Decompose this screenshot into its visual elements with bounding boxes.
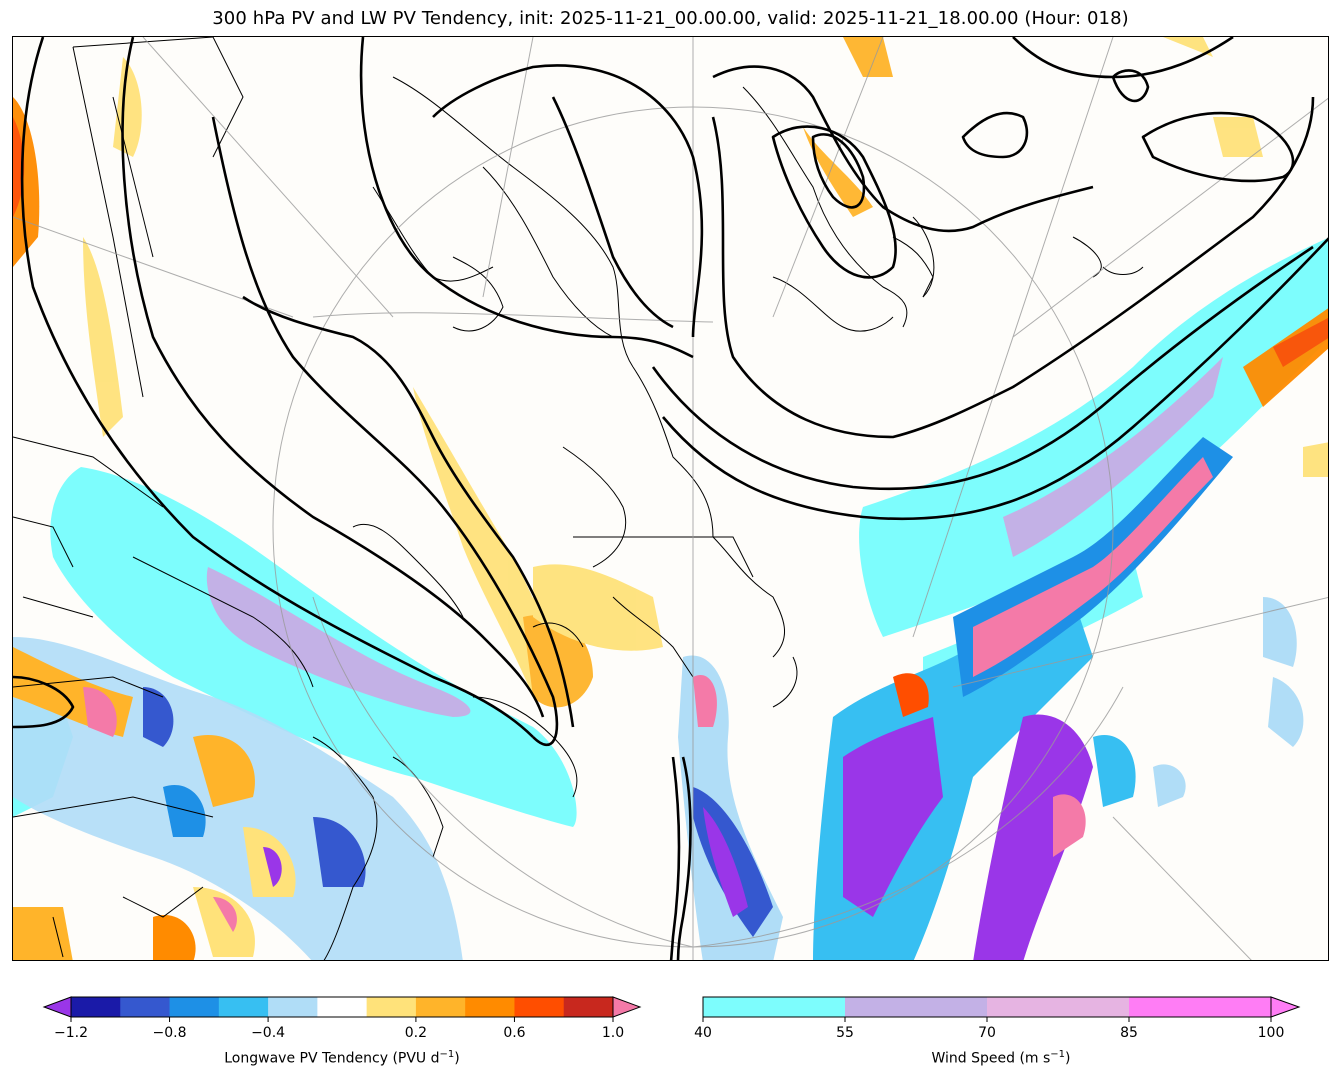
pv-tendency-color-bin: [563, 997, 614, 1017]
pv-tendency-color-bin: [465, 997, 515, 1017]
wind-speed-color-bin: [845, 997, 988, 1017]
wind-speed-color-bin: [1129, 997, 1272, 1017]
pv-tendency-extend-high: [612, 996, 642, 1018]
wind-speed-colorbar-svg: 40 55 70 85 100: [694, 996, 1301, 1041]
pv-tendency-tick-label: 1.0: [602, 1025, 624, 1041]
map-canvas: [13, 37, 1328, 960]
wind-speed-tick-label: 55: [836, 1025, 854, 1041]
pv-tendency-color-bin: [514, 997, 565, 1017]
wind-speed-tick-label: 100: [1258, 1025, 1285, 1041]
pv-tendency-label-close: ): [454, 1050, 460, 1067]
pv-tendency-label-exponent: −1: [439, 1049, 455, 1060]
wind-speed-extend-high: [1270, 996, 1301, 1018]
pv-tendency-colorbar-label: Longwave PV Tendency (PVU d−1): [44, 1049, 640, 1067]
pv-tendency-tick-label: −1.2: [54, 1025, 88, 1041]
wind-speed-colorbar: 40 55 70 85 100: [694, 995, 1301, 1045]
pv-tendency-colorbar: −1.2 −0.8 −0.4 0.2 0.6 1.0: [42, 995, 642, 1045]
wind-speed-color-bin: [703, 997, 846, 1017]
pv-tendency-colorbar-svg: −1.2 −0.8 −0.4 0.2 0.6 1.0: [42, 996, 642, 1041]
pv-tendency-tick-label: 0.6: [503, 1025, 525, 1041]
coastlines: [13, 37, 1144, 960]
wind-speed-label-text: Wind Speed (m s: [931, 1050, 1051, 1067]
graticule: [13, 37, 1328, 960]
pv-tendency-tick-label: 0.2: [405, 1025, 427, 1041]
pv-tendency-speckle: [13, 437, 1304, 960]
map-panel: [12, 36, 1329, 961]
pv-tendency-color-bin: [317, 997, 368, 1017]
pv-tendency-color-bin: [268, 997, 318, 1017]
pv-tendency-color-bin: [71, 997, 121, 1017]
wind-speed-label-close: ): [1065, 1050, 1071, 1067]
pv-tendency-warm-shading: [13, 37, 1328, 708]
pv-contours: [13, 37, 1328, 960]
pv-tendency-label-text: Longwave PV Tendency (PVU d: [224, 1050, 440, 1067]
map-title: 300 hPa PV and LW PV Tendency, init: 202…: [212, 8, 1129, 29]
pv-tendency-tick-label: −0.8: [153, 1025, 187, 1041]
pv-tendency-color-bin: [120, 997, 171, 1017]
wind-speed-colorbar-label: Wind Speed (m s−1): [703, 1049, 1299, 1067]
wind-speed-color-bin: [987, 997, 1130, 1017]
pv-tendency-tick-label: −0.4: [251, 1025, 285, 1041]
wind-speed-tick-label: 85: [1120, 1025, 1138, 1041]
pv-tendency-colorbar-frame: [70, 996, 614, 1018]
wind-speed-tick-label: 70: [978, 1025, 996, 1041]
pv-tendency-extend-low: [42, 996, 72, 1018]
wind-speed-tick-label: 40: [694, 1025, 712, 1041]
wind-speed-label-exponent: −1: [1050, 1049, 1066, 1060]
pv-tendency-color-bin: [366, 997, 417, 1017]
pv-tendency-color-bin: [415, 997, 466, 1017]
pv-tendency-color-bin: [169, 997, 220, 1017]
pv-tendency-color-bin: [218, 997, 269, 1017]
